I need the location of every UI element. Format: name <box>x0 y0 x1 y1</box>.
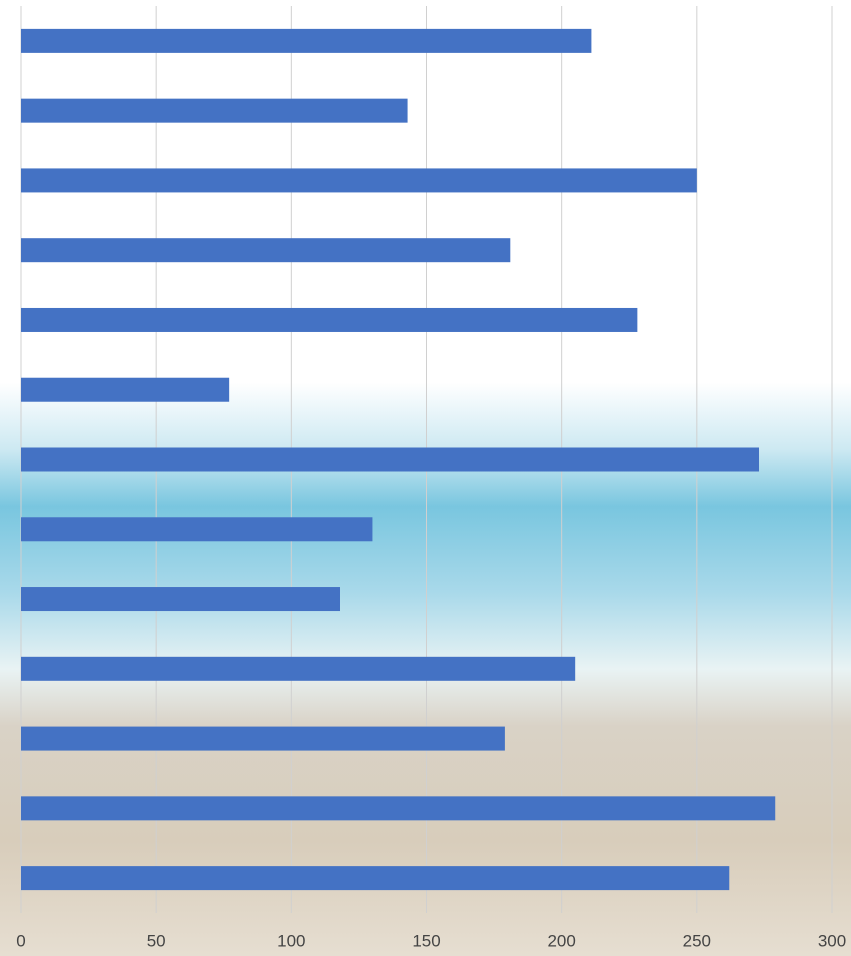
bar <box>21 656 576 681</box>
bar <box>21 238 511 263</box>
x-tick-label: 200 <box>547 931 575 950</box>
x-tick-label: 150 <box>412 931 440 950</box>
x-tick-label: 250 <box>683 931 711 950</box>
x-tick-label: 100 <box>277 931 305 950</box>
bar <box>21 587 340 612</box>
bar <box>21 307 638 332</box>
bar <box>21 517 373 542</box>
bar <box>21 98 408 123</box>
bar <box>21 726 505 751</box>
bar <box>21 377 230 402</box>
x-tick-label: 50 <box>147 931 166 950</box>
bar <box>21 168 697 193</box>
bar <box>21 796 776 821</box>
bar <box>21 28 592 53</box>
x-tick-label: 0 <box>16 931 25 950</box>
x-tick-label: 300 <box>818 931 846 950</box>
bar <box>21 866 730 891</box>
bar <box>21 447 760 472</box>
